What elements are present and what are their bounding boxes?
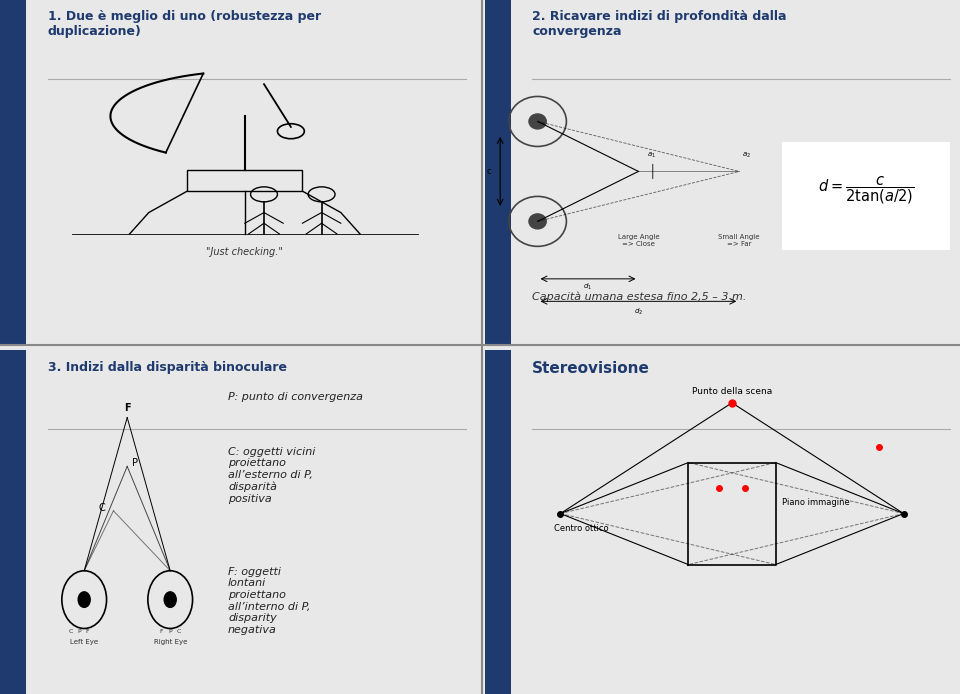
- Text: Punto della scena: Punto della scena: [692, 387, 772, 396]
- FancyBboxPatch shape: [0, 0, 26, 344]
- FancyBboxPatch shape: [0, 350, 26, 694]
- Text: Left Eye: Left Eye: [70, 639, 98, 645]
- Text: $d = \dfrac{c}{2\tan(a/2)}$: $d = \dfrac{c}{2\tan(a/2)}$: [818, 175, 915, 206]
- Text: F: oggetti
lontani
proiettano
all’interno di P,
disparity
negativa: F: oggetti lontani proiettano all’intern…: [228, 567, 310, 635]
- Text: F: F: [124, 403, 131, 413]
- FancyBboxPatch shape: [485, 350, 511, 694]
- FancyBboxPatch shape: [485, 0, 511, 344]
- Text: 1. Due è meglio di uno (robustezza per
duplicazione): 1. Due è meglio di uno (robustezza per d…: [48, 10, 321, 38]
- Text: Piano immagine: Piano immagine: [782, 498, 850, 507]
- Text: C: C: [98, 502, 105, 513]
- Text: P: P: [132, 458, 138, 468]
- Text: Stereovisione: Stereovisione: [532, 361, 650, 375]
- Text: P: P: [168, 629, 172, 634]
- Text: c: c: [487, 167, 491, 176]
- Text: P: P: [77, 629, 81, 634]
- Text: C: oggetti vicini
proiettano
all’esterno di P,
disparità
positiva: C: oggetti vicini proiettano all’esterno…: [228, 447, 316, 504]
- Circle shape: [529, 214, 546, 229]
- Text: $a_1$: $a_1$: [647, 151, 656, 160]
- Text: $a_2$: $a_2$: [742, 151, 751, 160]
- Text: "Just checking.": "Just checking.": [206, 247, 283, 257]
- Text: $d_1$: $d_1$: [584, 282, 592, 292]
- Text: C: C: [177, 629, 181, 634]
- Text: P: punto di convergenza: P: punto di convergenza: [228, 391, 363, 402]
- Text: Right Eye: Right Eye: [154, 639, 187, 645]
- Text: $d_2$: $d_2$: [634, 307, 643, 317]
- Text: Centro ottico: Centro ottico: [554, 524, 609, 533]
- Text: 3. Indizi dalla disparità binoculare: 3. Indizi dalla disparità binoculare: [48, 361, 286, 374]
- Text: Capacità umana estesa fino 2,5 – 3 m.: Capacità umana estesa fino 2,5 – 3 m.: [532, 291, 747, 303]
- Text: Large Angle
=> Close: Large Angle => Close: [617, 235, 660, 247]
- Circle shape: [529, 114, 546, 129]
- Text: 2. Ricavare indizi di profondità dalla
convergenza: 2. Ricavare indizi di profondità dalla c…: [532, 10, 787, 38]
- Text: Small Angle
=> Far: Small Angle => Far: [718, 235, 760, 247]
- Text: F: F: [85, 629, 89, 634]
- Circle shape: [164, 592, 177, 607]
- Text: F: F: [159, 629, 163, 634]
- Text: C: C: [68, 629, 73, 634]
- Circle shape: [78, 592, 90, 607]
